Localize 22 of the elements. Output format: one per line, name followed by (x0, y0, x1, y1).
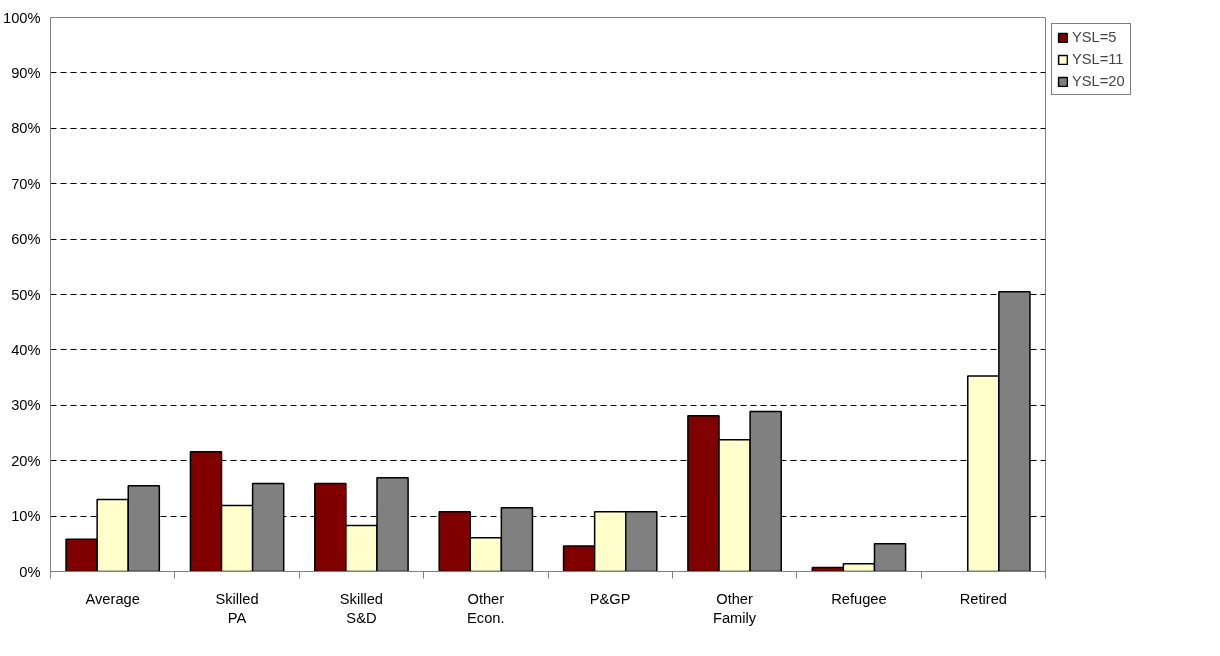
y-tick-label: 90% (11, 64, 41, 81)
x-tick-label: Skilled PA (215, 590, 259, 626)
y-tick-label: 60% (11, 231, 41, 248)
y-tick-label: 20% (11, 452, 41, 469)
y-tick-label: 40% (11, 341, 41, 358)
x-tick-label: Other Econ. (467, 590, 505, 626)
legend-label: YSL=5 (1072, 29, 1117, 45)
x-tick-label: Skilled S&D (339, 590, 384, 626)
y-tick-label: 30% (11, 397, 41, 414)
x-tick-label: Refugee (831, 590, 887, 607)
y-tick-label: 0% (19, 563, 41, 580)
x-tick-label: Retired (959, 590, 1007, 607)
legend-label: YSL=20 (1072, 73, 1125, 89)
x-tick-label: Average (85, 590, 140, 607)
y-tick-label: 80% (11, 120, 41, 137)
y-tick-label: 70% (11, 175, 41, 192)
legend-label: YSL=11 (1072, 51, 1124, 67)
y-tick-label: 100% (3, 9, 41, 26)
y-tick-label: 10% (11, 508, 41, 525)
x-tick-label: Other Family (712, 590, 757, 626)
x-tick-label: P&GP (589, 590, 631, 607)
y-tick-label: 50% (11, 286, 41, 303)
